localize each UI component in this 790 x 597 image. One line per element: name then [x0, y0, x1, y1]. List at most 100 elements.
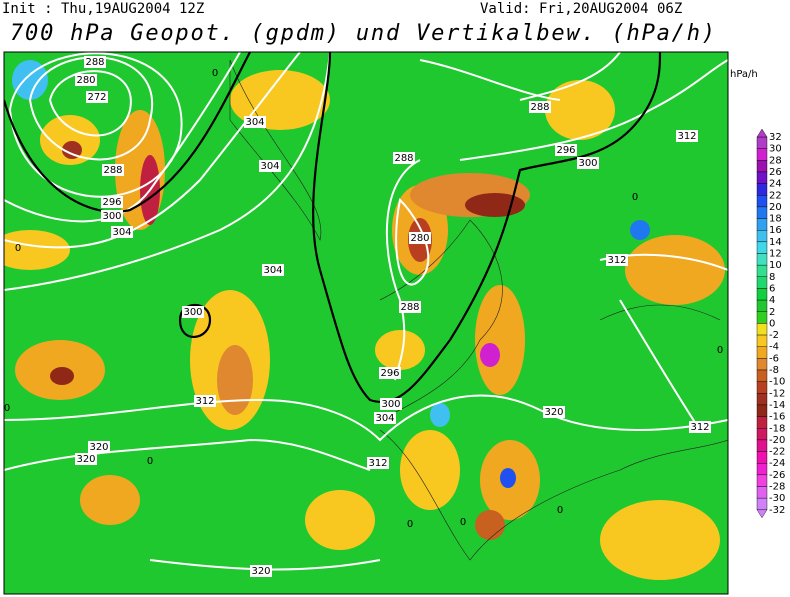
contour-label-box — [529, 101, 551, 113]
contour-label-box — [88, 441, 110, 453]
colorbar-tick-label: -12 — [769, 388, 785, 399]
colorbar-bin — [756, 288, 768, 301]
contour-label: 288 — [530, 102, 549, 113]
colorbar-bin — [756, 404, 768, 417]
colorbar-tick-label: 32 — [769, 132, 782, 143]
colorbar-bin — [756, 369, 768, 382]
init-time: Init : Thu,19AUG2004 12Z — [2, 1, 204, 17]
contour-label: 296 — [556, 145, 575, 156]
contour-label: 280 — [410, 233, 429, 244]
colorbar: 32302826242220181614121086420-2-4-6-8-10… — [756, 128, 785, 519]
colorbar-tick-label: 20 — [769, 202, 782, 213]
contour-label-box — [86, 91, 108, 103]
contour-label: 300 — [578, 158, 597, 169]
contour-label: 296 — [380, 368, 399, 379]
contour-label-box — [101, 196, 123, 208]
map-title: 700 hPa Geopot. (gpdm) und Vertikalbew. … — [10, 21, 715, 46]
contour-label: 312 — [368, 458, 387, 469]
colorbar-bin — [756, 346, 768, 359]
colorbar-bin — [756, 474, 768, 487]
colorbar-bin — [756, 451, 768, 464]
colorbar-tick-label: -20 — [769, 435, 785, 446]
contour-label-box — [84, 56, 106, 68]
colorbar-bin — [756, 148, 768, 161]
colorbar-tick-label: 6 — [769, 283, 775, 294]
colorbar-arrow-bottom — [756, 509, 768, 519]
colorbar-bin — [756, 299, 768, 312]
colorbar-tick-label: 4 — [769, 295, 775, 306]
contour-label: 320 — [76, 454, 95, 465]
contour-label: 296 — [102, 197, 121, 208]
contour-label: 0 — [147, 456, 153, 467]
colorbar-tick-label: 12 — [769, 249, 782, 260]
contour-label-box — [101, 210, 123, 222]
colorbar-bin — [756, 311, 768, 324]
colorbar-bin — [756, 334, 768, 347]
contour-label-box — [606, 254, 628, 266]
map-area: 2882802722882963003043043043043003123203… — [4, 52, 728, 594]
colorbar-tick-label: -16 — [769, 412, 785, 423]
contour-label-box — [409, 232, 431, 244]
colorbar-tick-label: -26 — [769, 470, 785, 481]
colorbar-bin — [756, 381, 768, 394]
colorbar-tick-label: 16 — [769, 225, 782, 236]
colorbar-tick-label: 10 — [769, 260, 782, 271]
contour-label-box — [182, 306, 204, 318]
colorbar-bin — [756, 428, 768, 441]
contour-label: 288 — [394, 153, 413, 164]
colorbar-tick-label: 18 — [769, 214, 782, 225]
contour-label-box — [393, 152, 415, 164]
colorbar-tick-label: 26 — [769, 167, 782, 178]
contour-label: 304 — [260, 161, 279, 172]
contour-label-box — [111, 226, 133, 238]
map-frame — [3, 51, 729, 595]
contour-label: 312 — [690, 422, 709, 433]
contour-label: 312 — [677, 131, 696, 142]
colorbar-bin — [756, 241, 768, 254]
colorbar-tick-label: -28 — [769, 482, 785, 493]
contour-label: 300 — [102, 211, 121, 222]
colorbar-bin — [756, 463, 768, 476]
contour-label: 320 — [544, 407, 563, 418]
contour-label-box — [262, 264, 284, 276]
contour-label-box — [380, 398, 402, 410]
colorbar-tick-label: 2 — [769, 307, 775, 318]
contour-label: 320 — [89, 442, 108, 453]
contour-label-box — [543, 406, 565, 418]
colorbar-tick-label: -2 — [769, 330, 779, 341]
colorbar-bin — [756, 218, 768, 231]
colorbar-bin — [756, 393, 768, 406]
contour-label: 0 — [212, 68, 218, 79]
contour-label-box — [102, 164, 124, 176]
contour-label: 320 — [251, 566, 270, 577]
colorbar-bin — [756, 497, 768, 510]
contour-label-box — [194, 395, 216, 407]
contour-label-box — [75, 74, 97, 86]
colorbar-bin — [756, 253, 768, 266]
contour-label: 300 — [381, 399, 400, 410]
colorbar-tick-label: 30 — [769, 144, 782, 155]
contour-label-box — [75, 453, 97, 465]
colorbar-tick-label: -30 — [769, 493, 785, 504]
colorbar-bin — [756, 171, 768, 184]
colorbar-bin — [756, 136, 768, 149]
contour-label-box — [689, 421, 711, 433]
colorbar-tick-label: 24 — [769, 179, 782, 190]
contour-label: 304 — [263, 265, 282, 276]
contour-label-box — [367, 457, 389, 469]
contour-label: 0 — [557, 505, 563, 516]
contour-label-box — [259, 160, 281, 172]
colorbar-tick-label: 0 — [769, 318, 775, 329]
colorbar-tick-label: -10 — [769, 377, 785, 388]
colorbar-tick-label: -8 — [769, 365, 779, 376]
colorbar-tick-label: -14 — [769, 400, 785, 411]
contour-label-box — [555, 144, 577, 156]
contour-label-box — [379, 367, 401, 379]
colorbar-bin — [756, 416, 768, 429]
colorbar-bin — [756, 323, 768, 336]
contour-label: 304 — [112, 227, 131, 238]
contour-label: 288 — [400, 302, 419, 313]
contour-label: 0 — [460, 517, 466, 528]
colorbar-tick-label: -32 — [769, 505, 785, 516]
